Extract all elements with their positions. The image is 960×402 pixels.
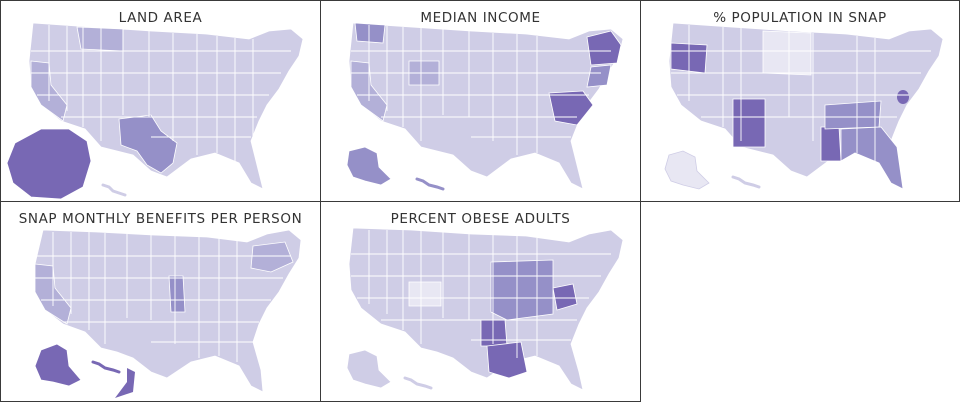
texas [118, 114, 178, 174]
map-body [6, 22, 304, 200]
new-jersey-ct [586, 64, 612, 88]
map-body [34, 229, 302, 398]
map-body [346, 227, 624, 391]
mississippi-louisiana [486, 341, 528, 379]
dc-circle [897, 90, 909, 104]
contiguous-us-shape [348, 227, 624, 391]
us-map [346, 22, 624, 191]
us-map [664, 22, 944, 190]
new-york [250, 241, 294, 273]
alaska [346, 146, 392, 186]
alaska [346, 349, 392, 389]
hawaii [403, 376, 433, 390]
us-map [34, 229, 302, 398]
new-mexico [732, 98, 766, 148]
map-panel-snap-benefits: SNAP MONTHLY BENEFITS PER PERSON [0, 201, 321, 402]
panel-title: % POPULATION IN SNAP [713, 10, 887, 26]
new-england [586, 30, 622, 66]
panel-title: SNAP MONTHLY BENEFITS PER PERSON [18, 211, 303, 227]
mississippi [820, 126, 842, 162]
map-panel-snap-population: % POPULATION IN SNAP [640, 0, 960, 202]
map-panel-land-area: LAND AREA [0, 0, 321, 202]
hawaii [731, 175, 761, 189]
panel-title: LAND AREA [118, 10, 203, 26]
map-panel-obese-adults: PERCENT OBESE ADULTS [320, 201, 641, 402]
west-virginia [552, 283, 578, 311]
dakotas-light [762, 30, 812, 76]
map-body [346, 22, 624, 191]
contiguous-us-shape [34, 229, 302, 393]
alaska [664, 150, 710, 190]
hawaii [415, 177, 445, 191]
panel-title: MEDIAN INCOME [420, 10, 541, 26]
maryland-virginia [548, 90, 594, 126]
colorado-light [408, 281, 442, 307]
us-map [346, 227, 624, 391]
arkansas [480, 319, 508, 347]
panel-title: PERCENT OBESE ADULTS [390, 211, 571, 227]
us-map [6, 22, 304, 200]
southeast [840, 126, 904, 190]
alaska [34, 343, 82, 387]
washington [354, 22, 386, 44]
montana [76, 26, 124, 52]
kentucky-tennessee [824, 100, 882, 130]
alaska [6, 128, 92, 200]
hawaii [91, 360, 121, 374]
contiguous-us-shape [28, 22, 304, 190]
map-panel-median-income: MEDIAN INCOME [320, 0, 641, 202]
hawaii-big-island [115, 368, 135, 398]
map-body [664, 22, 944, 190]
illinois [168, 275, 186, 313]
hawaii [101, 183, 127, 197]
midwest [490, 259, 554, 321]
